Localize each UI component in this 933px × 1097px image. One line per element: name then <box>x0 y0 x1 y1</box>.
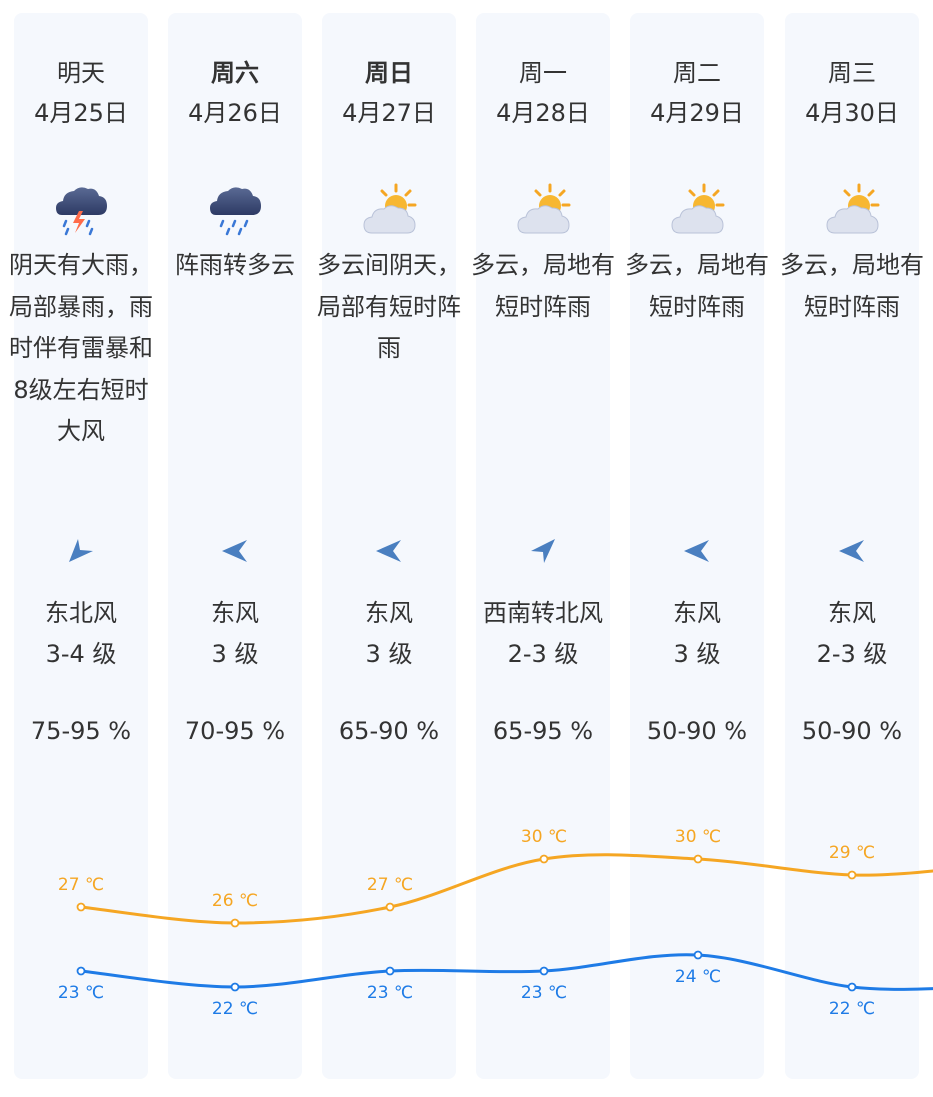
humidity: 70-95 % <box>184 717 286 745</box>
day-date: 4月26日 <box>188 99 282 127</box>
forecast-day-4: 周一 4月28日 多云，局地有短时阵雨 西南转北风 2-3 级 65-95 % <box>471 13 615 1079</box>
wind-direction: 东风 <box>673 599 721 627</box>
partly-cloudy-icon <box>517 183 571 234</box>
wind-level: 3 级 <box>673 640 721 668</box>
weather-description: 阵雨转多云 <box>175 251 295 279</box>
rain-cloud-icon <box>210 187 261 236</box>
weather-description: 多云，局地有短时阵雨 <box>625 251 769 321</box>
weather-description: 多云，局地有短时阵雨 <box>471 251 615 321</box>
humidity: 65-95 % <box>492 717 594 745</box>
forecast-day-5: 周二 4月29日 多云，局地有短时阵雨 东风 3 级 50-90 % <box>625 13 769 1079</box>
wind-arrow-east-icon <box>222 540 247 562</box>
wind-arrow-east-icon <box>839 540 864 562</box>
day-date: 4月28日 <box>496 99 590 127</box>
day-name: 明天 <box>57 59 105 87</box>
forecast-day-2: 周六 4月26日 阵雨转多云 东风 3 级 70-95 % <box>168 13 302 1079</box>
forecast-day-1: 明天 4月25日 阴天有大雨，局部暴雨，雨时伴有雷暴和8级左右短时大风 东北风 … <box>9 13 153 1079</box>
day-name: 周六 <box>211 59 259 87</box>
wind-level: 2-3 级 <box>816 640 888 668</box>
partly-cloudy-icon <box>671 183 725 234</box>
weather-description: 阴天有大雨，局部暴雨，雨时伴有雷暴和8级左右短时大风 <box>9 251 153 445</box>
wind-direction: 东风 <box>828 599 876 627</box>
wind-level: 3-4 级 <box>45 640 117 668</box>
forecast-day-6: 周三 4月30日 多云，局地有短时阵雨 东风 2-3 级 50-90 % <box>780 13 924 1079</box>
wind-direction: 东北风 <box>45 599 117 627</box>
wind-level: 3 级 <box>211 640 259 668</box>
humidity: 65-90 % <box>338 717 440 745</box>
wind-level: 3 级 <box>365 640 413 668</box>
wind-arrow-east-icon <box>376 540 401 562</box>
wind-direction: 西南转北风 <box>483 599 603 627</box>
partly-cloudy-icon <box>363 183 417 234</box>
wind-level: 2-3 级 <box>507 640 579 668</box>
weather-description: 多云，局地有短时阵雨 <box>780 251 924 321</box>
humidity: 50-90 % <box>801 717 903 745</box>
thunderstorm-rain-icon <box>56 187 107 236</box>
day-name: 周三 <box>828 59 876 87</box>
weather-description: 多云间阴天，局部有短时阵雨 <box>317 251 461 362</box>
wind-arrow-east-icon <box>684 540 709 562</box>
day-date: 4月27日 <box>342 99 436 127</box>
wind-direction: 东风 <box>365 599 413 627</box>
wind-arrow-northeast-icon <box>69 539 93 562</box>
day-name: 周一 <box>519 59 567 87</box>
humidity: 50-90 % <box>646 717 748 745</box>
day-date: 4月30日 <box>805 99 899 127</box>
forecast-day-3: 周日 4月27日 多云间阴天，局部有短时阵雨 东风 3 级 65-90 % <box>317 13 461 1079</box>
day-date: 4月29日 <box>650 99 744 127</box>
wind-arrow-southwest-icon <box>531 539 555 563</box>
day-name: 周二 <box>673 59 721 87</box>
wind-direction: 东风 <box>211 599 259 627</box>
day-name: 周日 <box>365 59 413 87</box>
humidity: 75-95 % <box>30 717 132 745</box>
day-date: 4月25日 <box>34 99 128 127</box>
partly-cloudy-icon <box>826 183 880 234</box>
